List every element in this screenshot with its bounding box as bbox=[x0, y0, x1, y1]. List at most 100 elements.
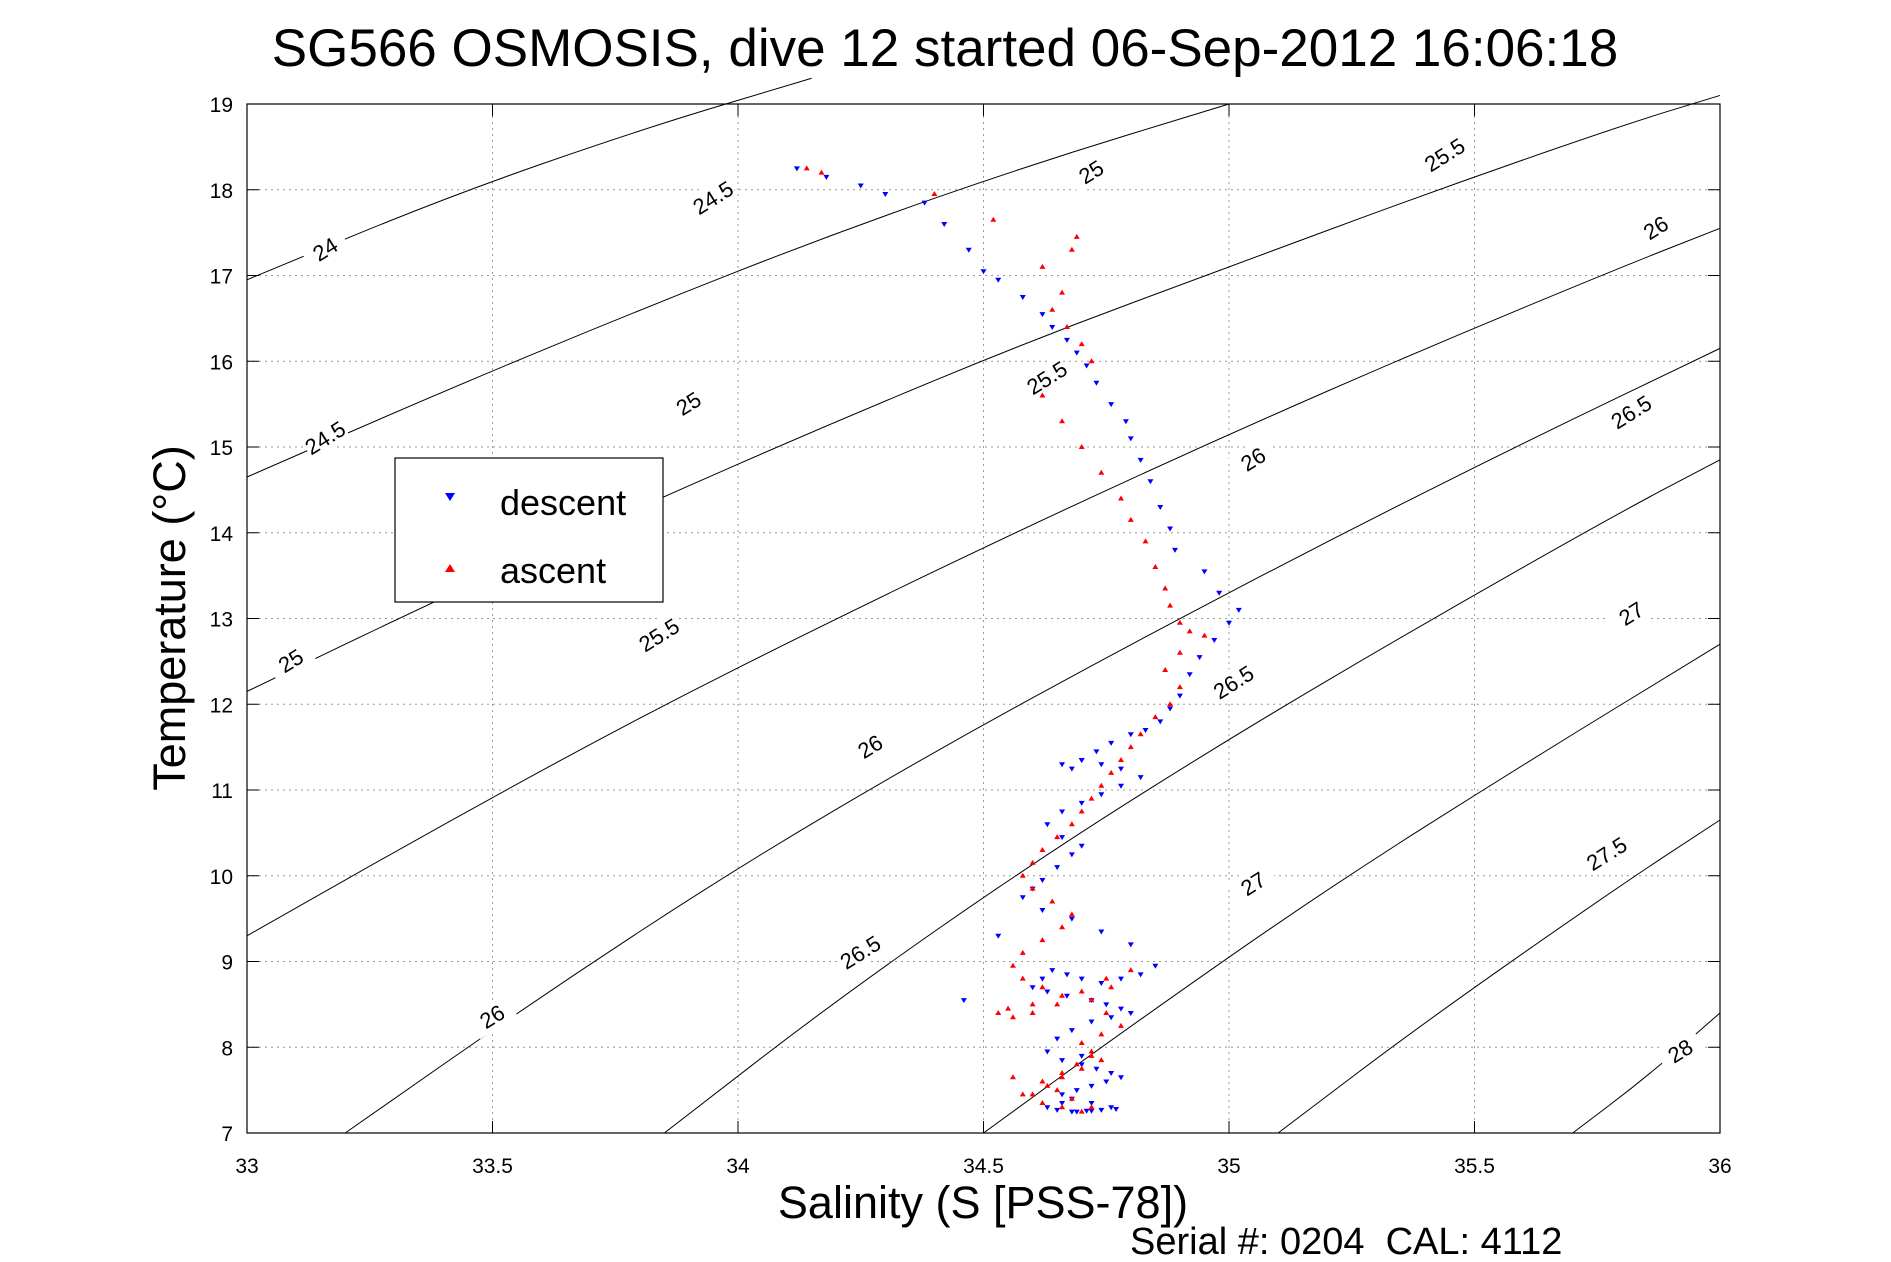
ascent-point bbox=[803, 165, 810, 171]
y-tick-label: 18 bbox=[210, 180, 233, 203]
descent-point bbox=[1054, 1107, 1061, 1113]
descent-point bbox=[1167, 526, 1174, 532]
ascent-point bbox=[1019, 872, 1026, 878]
ascent-point bbox=[1059, 1074, 1066, 1080]
descent-point bbox=[1108, 402, 1115, 408]
descent-point bbox=[1157, 505, 1164, 511]
contour-label-bg bbox=[844, 723, 896, 769]
descent-point bbox=[1088, 1100, 1095, 1106]
descent-point bbox=[1171, 547, 1178, 553]
ascent-point bbox=[818, 169, 825, 175]
x-tick-label: 35.5 bbox=[1454, 1155, 1495, 1178]
ascent-point bbox=[1049, 306, 1056, 312]
ascent-point bbox=[1039, 847, 1046, 853]
descent-point bbox=[1068, 1109, 1075, 1115]
ascent-point bbox=[1054, 1001, 1061, 1007]
ascent-point bbox=[1068, 821, 1075, 827]
descent-point bbox=[1068, 766, 1075, 772]
descent-point bbox=[1098, 929, 1105, 935]
ascent-point bbox=[1029, 1009, 1036, 1015]
contour-label-bg bbox=[1605, 590, 1657, 637]
descent-point bbox=[1117, 1075, 1124, 1081]
ascent-point bbox=[1152, 564, 1159, 570]
descent-point bbox=[1049, 968, 1056, 974]
ascent-point bbox=[1162, 585, 1169, 591]
descent-point bbox=[995, 277, 1002, 283]
ascent-point bbox=[1117, 495, 1124, 501]
contour-label-bg bbox=[633, 612, 685, 658]
descent-point bbox=[1044, 1049, 1051, 1055]
x-tick-label: 33 bbox=[235, 1155, 258, 1178]
ascent-point bbox=[1039, 392, 1046, 398]
descent-point bbox=[1073, 1109, 1080, 1115]
descent-point bbox=[1029, 985, 1036, 991]
y-tick-label: 14 bbox=[210, 523, 234, 546]
contour-label-bg bbox=[299, 414, 351, 461]
y-tick-label: 7 bbox=[221, 1123, 233, 1146]
descent-point bbox=[1083, 363, 1090, 369]
descent-point bbox=[1152, 963, 1159, 969]
ascent-point bbox=[1127, 967, 1134, 973]
descent-point bbox=[1059, 809, 1066, 815]
contour-label-bg bbox=[466, 993, 518, 1040]
descent-point bbox=[1039, 312, 1046, 318]
y-tick-label: 12 bbox=[210, 694, 233, 717]
descent-point bbox=[1019, 294, 1026, 300]
descent-point bbox=[965, 247, 972, 253]
descent-point bbox=[1127, 732, 1134, 738]
data-points bbox=[793, 165, 1242, 1115]
ascent-point bbox=[931, 191, 938, 197]
ascent-point bbox=[1176, 684, 1183, 690]
ascent-point bbox=[1098, 1057, 1105, 1063]
descent-point bbox=[1078, 843, 1085, 849]
descent-point bbox=[1063, 972, 1070, 978]
ascent-point bbox=[1088, 997, 1095, 1003]
contour-label-bg bbox=[834, 929, 886, 975]
x-tick-label: 34.5 bbox=[963, 1155, 1004, 1178]
ascent-point bbox=[1063, 323, 1070, 329]
x-tick-label: 36 bbox=[1708, 1155, 1731, 1178]
ascent-point bbox=[1167, 602, 1174, 608]
descent-point bbox=[1088, 1108, 1095, 1114]
ascent-point bbox=[1005, 1005, 1012, 1011]
descent-point bbox=[1186, 672, 1193, 678]
ascent-point bbox=[1098, 782, 1105, 788]
descent-point bbox=[1113, 1106, 1120, 1112]
descent-point bbox=[921, 200, 928, 206]
descent-point bbox=[1068, 916, 1075, 922]
descent-point bbox=[1167, 706, 1174, 712]
descent-point bbox=[793, 166, 800, 172]
descent-point bbox=[1073, 350, 1080, 356]
plot-background bbox=[247, 104, 1720, 1133]
contour-label-bg bbox=[1021, 354, 1073, 401]
descent-point bbox=[1078, 757, 1085, 763]
descent-point bbox=[1117, 783, 1124, 789]
descent-point bbox=[1127, 1010, 1134, 1016]
ascent-point bbox=[1029, 859, 1036, 865]
legend-descent-marker bbox=[445, 493, 455, 501]
contour-label-bg bbox=[1065, 149, 1117, 195]
ascent-point bbox=[1039, 937, 1046, 943]
descent-point bbox=[1098, 980, 1105, 986]
descent-point bbox=[1196, 655, 1203, 661]
legend-box bbox=[394, 457, 664, 603]
descent-point bbox=[1039, 976, 1046, 982]
y-tick-label: 13 bbox=[210, 609, 233, 632]
y-tick-label: 11 bbox=[211, 780, 233, 803]
descent-point bbox=[1127, 942, 1134, 948]
ascent-point bbox=[1009, 1014, 1016, 1020]
descent-point bbox=[1059, 1100, 1066, 1106]
ascent-point bbox=[1059, 1069, 1066, 1075]
descent-point bbox=[1068, 1028, 1075, 1034]
contour-label-bg bbox=[299, 226, 351, 272]
ascent-point bbox=[1073, 233, 1080, 239]
contour-line bbox=[1277, 819, 1721, 1134]
ascent-point bbox=[1117, 1022, 1124, 1028]
ascent-point bbox=[1078, 1108, 1085, 1114]
ascent-point bbox=[1152, 714, 1159, 720]
descent-point bbox=[1142, 727, 1149, 733]
ascent-point bbox=[1117, 756, 1124, 762]
descent-point bbox=[1137, 775, 1144, 781]
descent-point bbox=[1093, 1066, 1100, 1072]
ascent-point bbox=[1088, 795, 1095, 801]
